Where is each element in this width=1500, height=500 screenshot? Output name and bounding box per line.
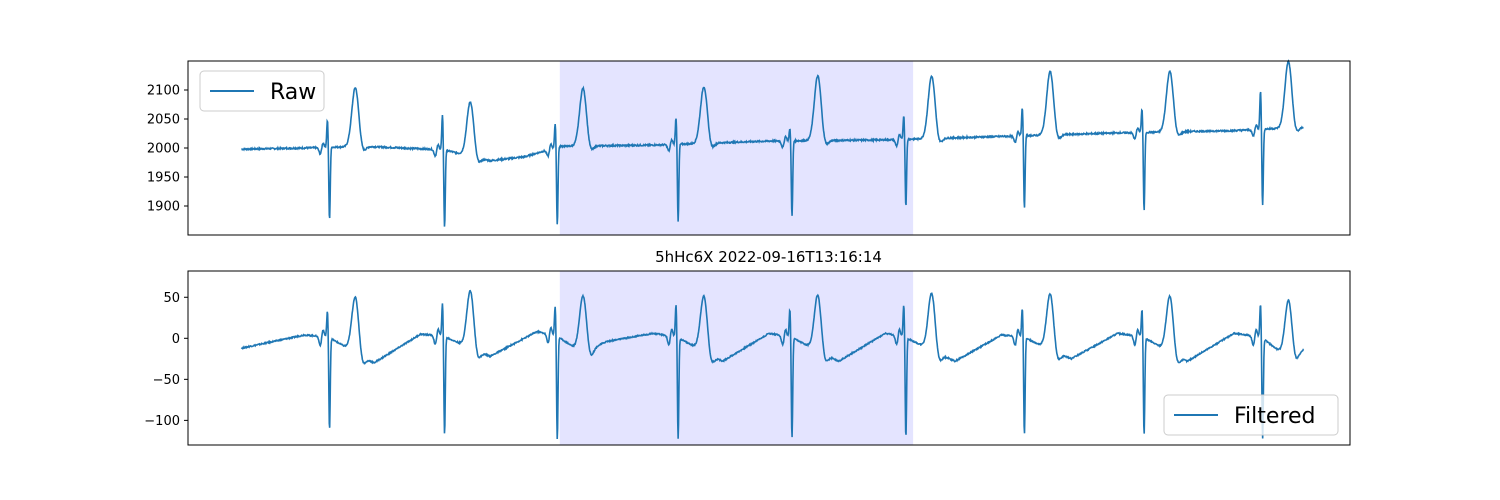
filtered-legend[interactable]: Filtered [1163, 394, 1339, 436]
y-tick-label: 50 [163, 291, 180, 306]
raw-highlight-span [559, 61, 914, 235]
filtered-y-axis: −100 −50 0 50 [144, 291, 188, 429]
raw-y-axis: 1900 1950 2000 2050 2100 [147, 84, 188, 215]
raw-series-line [241, 59, 1304, 227]
raw-legend[interactable]: Raw [199, 70, 325, 112]
y-tick-label: −100 [144, 414, 180, 429]
y-tick-label: 2000 [147, 142, 180, 157]
filtered-axes-frame [187, 270, 1351, 446]
y-tick-label: 1950 [147, 171, 180, 186]
y-tick-label: 2100 [147, 84, 180, 99]
raw-panel: 1900 1950 2000 2050 2100 Raw [147, 59, 1351, 236]
filtered-panel-title: 5hHc6X 2022-09-16T13:16:14 [655, 248, 882, 266]
filtered-legend-label: Filtered [1234, 404, 1316, 429]
y-tick-label: 1900 [147, 200, 180, 215]
filtered-legend-box [1163, 394, 1339, 436]
y-tick-label: 2050 [147, 113, 180, 128]
y-tick-label: −50 [153, 373, 180, 388]
y-tick-label: 0 [172, 332, 180, 347]
filtered-highlight-span [559, 271, 914, 445]
filtered-series-line [240, 289, 1305, 440]
raw-legend-box [199, 70, 325, 112]
filtered-panel: −100 −50 0 50 Filtered [144, 270, 1351, 446]
raw-legend-label: Raw [270, 80, 316, 105]
